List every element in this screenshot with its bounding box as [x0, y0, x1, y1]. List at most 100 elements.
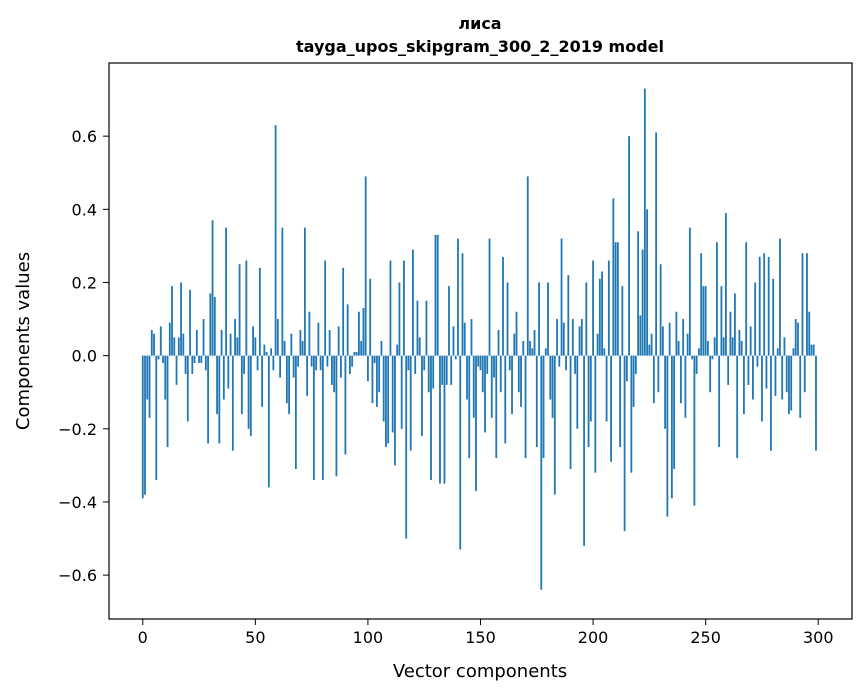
bar-237 — [675, 311, 678, 356]
bar-142 — [461, 253, 464, 356]
bar-101 — [369, 278, 372, 356]
bar-114 — [398, 282, 401, 356]
y-axis-ticks: −0.6 −0.4 −0.2 0.0 0.2 0.4 0.6 — [58, 127, 109, 585]
bar-177 — [540, 355, 543, 590]
bar-98 — [362, 308, 365, 356]
bar-9 — [162, 355, 164, 363]
bar-240 — [682, 319, 685, 356]
bar-107 — [382, 355, 385, 422]
bar-285 — [783, 337, 786, 356]
bar-47 — [247, 355, 250, 429]
bar-108 — [385, 355, 387, 448]
bar-144 — [466, 355, 468, 400]
bar-200 — [592, 260, 594, 356]
bar-80 — [321, 355, 324, 480]
bar-24 — [195, 330, 198, 356]
bar-167 — [517, 355, 520, 393]
bar-278 — [767, 256, 770, 356]
bar-272 — [754, 282, 757, 356]
bar-3 — [148, 355, 151, 418]
bar-154 — [488, 238, 491, 356]
bar-32 — [213, 297, 216, 356]
bar-155 — [490, 355, 493, 418]
bar-133 — [441, 355, 444, 385]
bar-251 — [707, 341, 709, 356]
bar-20 — [186, 355, 189, 422]
bar-270 — [749, 326, 752, 356]
bar-267 — [743, 355, 745, 415]
bar-227 — [652, 355, 655, 404]
bar-178 — [542, 355, 545, 459]
bar-166 — [515, 311, 518, 356]
bar-199 — [589, 355, 592, 422]
bar-145 — [468, 355, 471, 459]
bar-188 — [565, 355, 567, 371]
bar-265 — [738, 330, 741, 356]
bar-156 — [493, 355, 495, 378]
bar-174 — [533, 330, 536, 356]
bar-91 — [346, 304, 349, 356]
bar-256 — [718, 355, 721, 448]
bar-182 — [551, 355, 554, 418]
bar-35 — [220, 330, 223, 356]
bar-245 — [693, 355, 696, 506]
bar-137 — [450, 355, 453, 385]
x-tick-label: 200 — [578, 628, 609, 647]
bar-187 — [562, 322, 565, 356]
y-tick-label: −0.6 — [58, 566, 97, 585]
bar-224 — [646, 209, 649, 356]
y-tick-label: −0.4 — [58, 493, 97, 512]
bar-48 — [249, 355, 252, 437]
bar-161 — [504, 355, 507, 444]
bar-192 — [574, 355, 576, 374]
plot-frame — [108, 62, 853, 620]
bar-60 — [276, 319, 279, 356]
bar-296 — [808, 311, 811, 356]
bar-25 — [198, 355, 200, 363]
bar-141 — [459, 355, 462, 550]
bar-71 — [301, 341, 304, 356]
bar-183 — [553, 355, 556, 495]
bar-281 — [774, 355, 777, 396]
bar-242 — [686, 333, 689, 356]
bar-88 — [340, 355, 342, 378]
bar-104 — [376, 355, 378, 407]
bar-248 — [700, 253, 703, 356]
bar-63 — [283, 341, 286, 356]
bar-128 — [430, 355, 432, 480]
bar-64 — [285, 355, 288, 404]
bar-292 — [799, 355, 802, 418]
bar-194 — [578, 326, 581, 356]
bar-290 — [794, 319, 797, 356]
bar-282 — [776, 348, 779, 356]
bar-81 — [324, 260, 327, 356]
bar-243 — [688, 227, 691, 356]
bar-253 — [711, 355, 714, 360]
x-tick-label: 250 — [690, 628, 721, 647]
bar-45 — [243, 355, 245, 374]
bar-280 — [772, 278, 775, 356]
bar-55 — [265, 351, 268, 356]
bar-132 — [439, 355, 441, 484]
bar-153 — [486, 355, 489, 374]
bar-266 — [740, 341, 743, 356]
chart-subtitle: tayga_upos_skipgram_300_2_2019 model — [296, 37, 664, 56]
bar-185 — [558, 355, 561, 367]
bar-119 — [409, 355, 412, 451]
bar-146 — [470, 319, 473, 356]
bar-38 — [227, 355, 230, 389]
bar-21 — [189, 289, 191, 356]
bar-274 — [758, 256, 761, 356]
bar-201 — [594, 355, 597, 473]
bar-78 — [317, 322, 320, 356]
bar-295 — [806, 253, 808, 356]
x-tick-label: 100 — [353, 628, 384, 647]
bar-261 — [729, 311, 732, 356]
bar-15 — [175, 355, 178, 385]
bar-269 — [747, 355, 750, 385]
bar-150 — [479, 355, 482, 371]
bar-6 — [155, 355, 158, 480]
bar-79 — [319, 355, 322, 371]
bar-206 — [605, 355, 608, 422]
bar-255 — [716, 242, 718, 356]
